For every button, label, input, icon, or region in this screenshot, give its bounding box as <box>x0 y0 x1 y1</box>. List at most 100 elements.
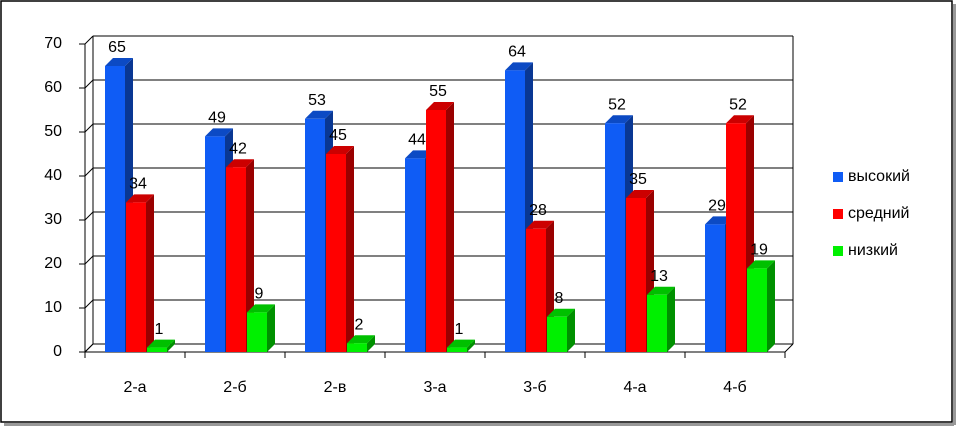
value-label: 13 <box>650 268 668 285</box>
legend-label: высокий <box>848 168 910 185</box>
bar-front <box>347 343 367 352</box>
bar-top <box>226 159 254 168</box>
grid-diagonal <box>84 211 94 221</box>
bar-front <box>126 202 146 352</box>
bar-front <box>647 294 667 352</box>
bar-top <box>426 102 454 110</box>
bar-front <box>147 347 167 352</box>
bar-side <box>367 335 375 352</box>
bar-top <box>526 220 554 229</box>
legend-label: низкий <box>848 242 898 259</box>
border-shadow <box>953 4 956 425</box>
floor-line <box>784 343 794 353</box>
bar-top <box>626 190 654 198</box>
bar <box>326 146 354 352</box>
bar <box>647 286 675 352</box>
border-shadow <box>4 423 954 426</box>
bar <box>747 260 775 352</box>
value-label: 8 <box>555 290 564 307</box>
value-label: 64 <box>508 44 526 61</box>
bar-front <box>205 136 225 352</box>
x-tick-label: 2-в <box>324 379 347 396</box>
grid-diagonal <box>84 299 94 309</box>
value-label: 29 <box>708 198 726 215</box>
grid-diagonal <box>84 255 94 265</box>
value-label: 19 <box>750 242 768 259</box>
bar-front <box>626 198 646 352</box>
bar-top <box>305 110 333 119</box>
legend-label: средний <box>848 205 910 222</box>
value-label: 34 <box>129 176 147 193</box>
bar-side <box>167 339 175 352</box>
bar-front <box>526 228 546 352</box>
y-tick-label: 60 <box>44 79 62 96</box>
value-label: 9 <box>255 286 264 303</box>
y-tick-label: 50 <box>44 123 62 140</box>
value-label: 45 <box>329 127 347 144</box>
bar-top <box>505 62 533 71</box>
y-tick-label: 20 <box>44 255 62 272</box>
value-label: 44 <box>408 132 426 149</box>
bar-top <box>347 335 375 344</box>
bar-front <box>726 123 746 352</box>
bar-top <box>447 339 475 348</box>
y-tick-label: 30 <box>44 211 62 228</box>
bar <box>147 339 175 352</box>
value-label: 1 <box>455 321 464 338</box>
value-label: 35 <box>629 171 647 188</box>
grid-diagonal <box>84 35 94 45</box>
bar-top <box>647 286 675 295</box>
grid-diagonal <box>84 167 94 177</box>
value-label: 28 <box>529 202 547 219</box>
bar <box>347 335 375 352</box>
x-tick-label: 2-б <box>223 379 246 396</box>
bar-side <box>667 286 675 352</box>
value-label: 53 <box>308 92 326 109</box>
value-label: 65 <box>108 39 126 56</box>
bar-top <box>605 115 633 124</box>
bar-top <box>247 304 275 313</box>
bar-front <box>105 66 125 352</box>
y-tick-label: 10 <box>44 299 62 316</box>
bar-top <box>126 194 154 203</box>
bar-front <box>605 123 625 352</box>
bar-top <box>747 260 775 269</box>
bar-top <box>105 58 133 66</box>
bar-side <box>767 260 775 352</box>
x-tick-label: 3-а <box>423 379 446 396</box>
bar-front <box>326 154 346 352</box>
bar-side <box>567 308 575 352</box>
bar-top <box>205 128 233 137</box>
grid-diagonal <box>84 79 94 89</box>
bar-front <box>426 110 446 352</box>
bar-top <box>326 146 354 154</box>
bar <box>426 102 454 352</box>
y-tick-label: 0 <box>53 343 62 360</box>
legend-swatch <box>833 246 843 256</box>
value-label: 1 <box>155 321 164 338</box>
value-label: 52 <box>729 96 747 113</box>
x-tick-label: 4-б <box>723 379 746 396</box>
bar-side <box>146 194 154 352</box>
value-label: 49 <box>208 110 226 127</box>
bar-top <box>726 115 754 124</box>
bar-front <box>447 347 467 352</box>
bar <box>247 304 275 352</box>
value-label: 42 <box>229 140 247 157</box>
x-tick-label: 3-б <box>523 379 546 396</box>
value-label: 52 <box>608 96 626 113</box>
bar-front <box>247 312 267 352</box>
legend-swatch <box>833 209 843 219</box>
bar-front <box>505 70 525 353</box>
value-label: 55 <box>429 83 447 100</box>
grid-diagonal <box>84 123 94 133</box>
y-tick-label: 40 <box>44 167 62 184</box>
bar <box>126 194 154 352</box>
bar-top <box>147 339 175 348</box>
value-label: 2 <box>355 316 364 333</box>
y-tick-label: 70 <box>44 35 62 52</box>
x-tick-label: 4-а <box>623 379 646 396</box>
bar-front <box>405 158 425 352</box>
bar-side <box>267 304 275 352</box>
